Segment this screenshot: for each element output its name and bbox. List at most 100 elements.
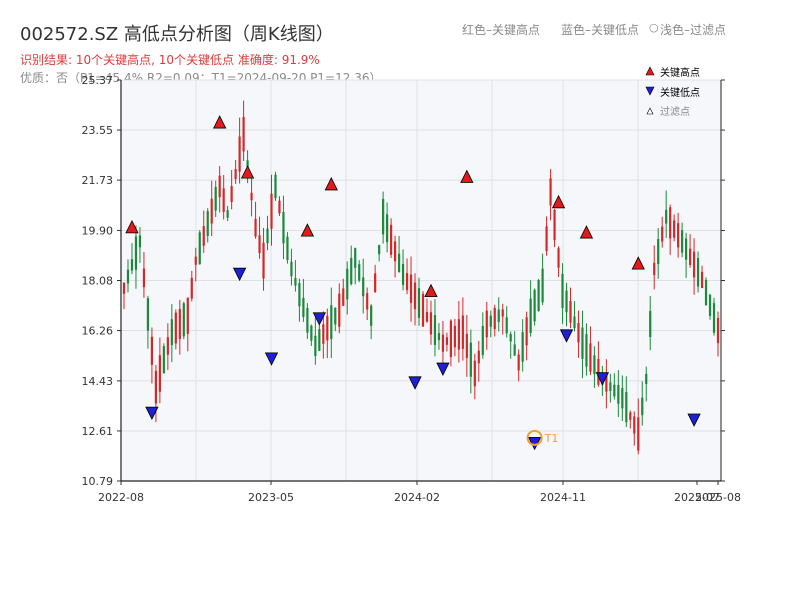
candle-body bbox=[126, 269, 130, 284]
y-tick-label: 19.90 bbox=[82, 224, 114, 237]
candle-body bbox=[557, 248, 560, 268]
candle-body bbox=[712, 303, 716, 333]
candle-body bbox=[338, 293, 341, 327]
hollow-circle-icon: ○ bbox=[649, 21, 659, 34]
candle-body bbox=[298, 283, 301, 307]
candle-body bbox=[473, 360, 476, 387]
chart-title: 002572.SZ 高低点分析图（周K线图） bbox=[20, 24, 334, 45]
candle-body bbox=[605, 374, 608, 392]
candle-body bbox=[573, 316, 576, 329]
candle-body bbox=[505, 317, 508, 334]
candle-body bbox=[370, 305, 373, 326]
key-low-marker bbox=[436, 362, 450, 376]
candle-body bbox=[625, 392, 628, 423]
y-tick-label: 25.37 bbox=[82, 74, 114, 87]
legend-low-label: 关键低点 bbox=[660, 86, 700, 99]
key-high-marker bbox=[125, 219, 139, 234]
candle-body bbox=[226, 210, 229, 218]
candle-body bbox=[589, 343, 592, 372]
candle-body bbox=[445, 337, 449, 345]
candle-body bbox=[696, 258, 700, 287]
candle-body bbox=[645, 373, 648, 385]
candle-body bbox=[653, 262, 656, 276]
candle-body bbox=[150, 336, 154, 365]
candle-body bbox=[405, 273, 409, 291]
candle-body bbox=[258, 235, 261, 254]
candle-body bbox=[461, 315, 464, 349]
candle-body bbox=[673, 220, 676, 238]
candle-body bbox=[302, 297, 305, 318]
candle-body bbox=[469, 342, 472, 377]
candle-body bbox=[218, 175, 221, 198]
x-tick-label: 2025-08 bbox=[695, 491, 741, 504]
candle-body bbox=[449, 320, 452, 357]
candle-body bbox=[234, 169, 237, 180]
candle-body bbox=[700, 271, 704, 289]
candle-body bbox=[613, 384, 616, 397]
candle-body bbox=[629, 412, 632, 420]
candle-body bbox=[593, 355, 596, 374]
candle-body bbox=[210, 198, 213, 224]
candle-body bbox=[390, 224, 393, 255]
candle-body bbox=[537, 280, 540, 312]
y-tick-label: 10.79 bbox=[82, 475, 114, 488]
candle-body bbox=[202, 226, 205, 246]
candle-body bbox=[290, 261, 293, 277]
candle-body bbox=[609, 382, 612, 392]
candle-body bbox=[230, 186, 233, 202]
candle-body bbox=[621, 388, 624, 409]
candle-body bbox=[130, 259, 134, 271]
key-high-marker bbox=[240, 165, 255, 179]
candle-body bbox=[222, 188, 225, 213]
candle-body bbox=[354, 248, 357, 268]
candle-body bbox=[194, 256, 197, 265]
candle-body bbox=[238, 136, 241, 172]
x-tick-label: 2022-08 bbox=[98, 491, 144, 504]
candle-body bbox=[278, 200, 281, 214]
x-tick-label: 2024-11 bbox=[540, 491, 586, 504]
candle-body bbox=[178, 308, 181, 339]
candle-body bbox=[362, 277, 365, 297]
key-low-marker bbox=[145, 406, 159, 420]
candle-body bbox=[326, 315, 329, 341]
candle-body bbox=[641, 397, 644, 416]
candle-body bbox=[250, 192, 253, 201]
x-tick-label: 2025-07 bbox=[674, 491, 720, 504]
candle-body bbox=[497, 309, 500, 322]
key-low-marker bbox=[264, 352, 279, 366]
candle-body bbox=[374, 273, 377, 293]
candle-body bbox=[318, 329, 321, 351]
key-low-marker bbox=[312, 312, 326, 326]
candle-body bbox=[549, 178, 552, 206]
candle-body bbox=[366, 293, 369, 310]
legend-hint-red: 红色–关键高点 bbox=[462, 23, 541, 37]
candle-body bbox=[182, 303, 185, 337]
candle-body bbox=[186, 297, 189, 334]
candle-body bbox=[378, 245, 381, 255]
legend-hint-blue: 蓝色–关键低点 bbox=[561, 23, 640, 37]
candle-body bbox=[397, 253, 401, 273]
candle-body bbox=[521, 332, 524, 362]
candle-body bbox=[513, 344, 516, 356]
key-high-marker bbox=[300, 223, 315, 237]
candle-body bbox=[294, 277, 297, 286]
candle-body bbox=[198, 232, 201, 265]
candle-body bbox=[493, 307, 496, 330]
candle-body bbox=[322, 324, 325, 344]
candle-body bbox=[242, 116, 245, 152]
candle-body bbox=[413, 282, 417, 310]
candle-body bbox=[282, 212, 285, 244]
candle-body bbox=[214, 186, 217, 211]
candle-body bbox=[553, 209, 556, 241]
key-low-marker bbox=[408, 376, 422, 390]
candle-body bbox=[465, 333, 468, 358]
key-high-marker bbox=[213, 115, 227, 129]
candle-body bbox=[134, 236, 138, 270]
candle-body bbox=[617, 385, 620, 404]
y-tick-label: 14.43 bbox=[82, 375, 114, 388]
candle-body bbox=[501, 309, 504, 317]
candle-body bbox=[421, 293, 425, 327]
candle-body bbox=[433, 315, 437, 345]
t1-marker bbox=[526, 429, 543, 446]
